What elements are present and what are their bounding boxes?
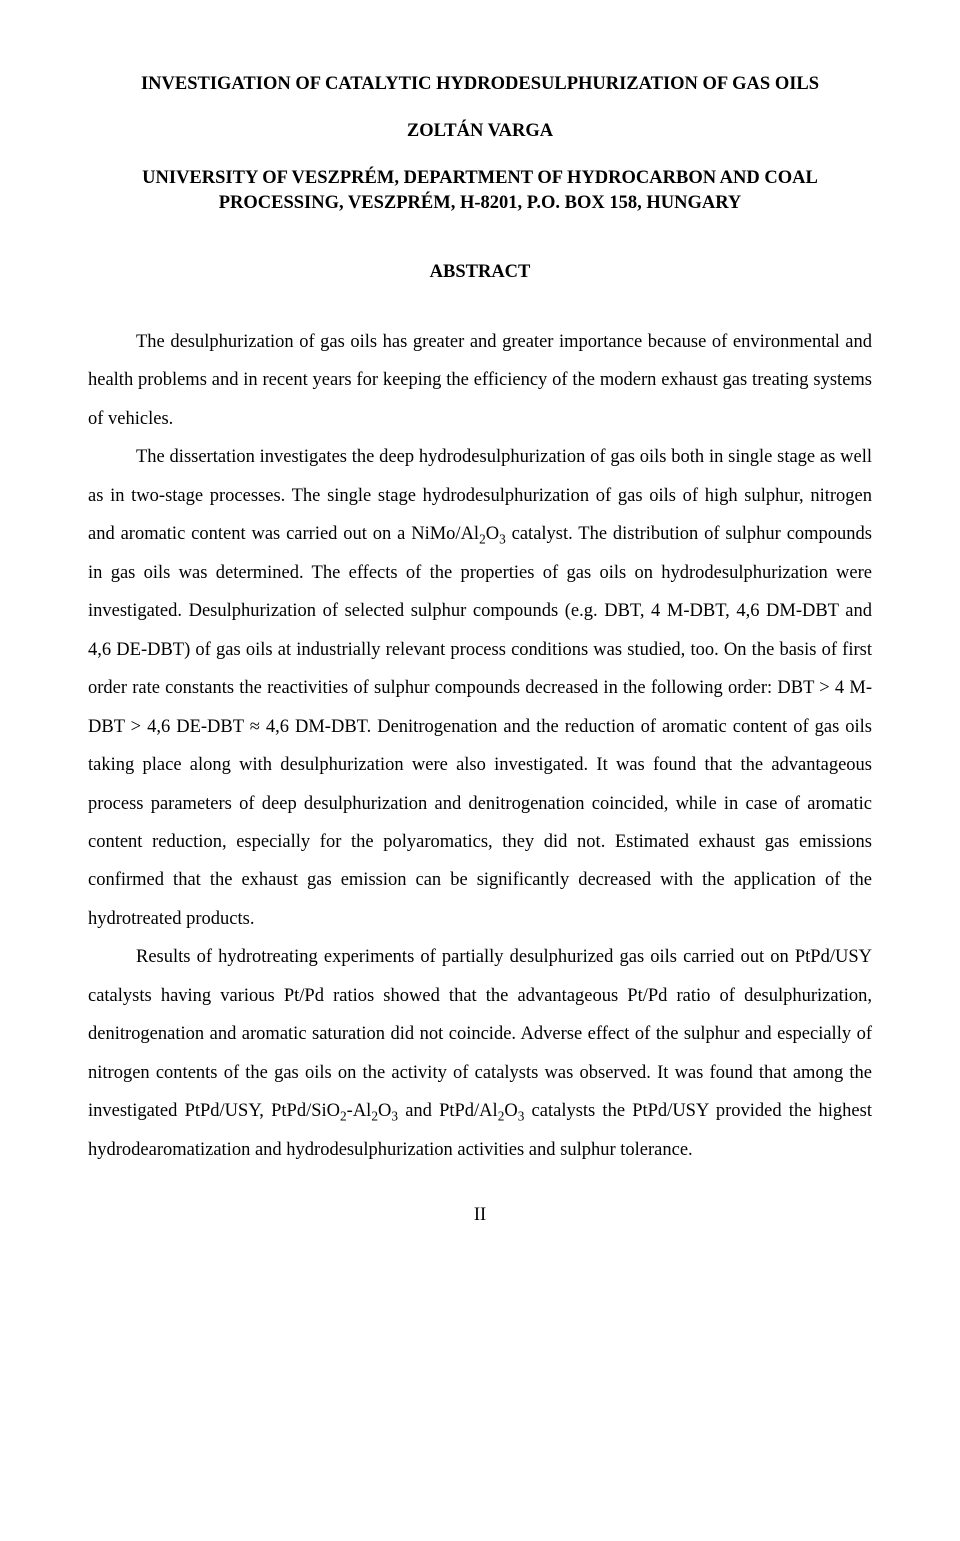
- paragraph-3: Results of hydrotreating experiments of …: [88, 938, 872, 1169]
- o-char: O: [378, 1101, 391, 1121]
- o-char: O: [504, 1101, 517, 1121]
- author-name: ZOLTÁN VARGA: [88, 121, 872, 142]
- p3-text-b: and PtPd/Al: [398, 1101, 498, 1121]
- p3-text-a: Results of hydrotreating experiments of …: [88, 947, 872, 1121]
- subscript-2: 2: [479, 532, 486, 547]
- subscript-2: 2: [371, 1109, 378, 1124]
- p2-text-b: catalyst. The distribution of sulphur co…: [88, 524, 872, 929]
- page-number: II: [88, 1205, 872, 1226]
- paragraph-1: The desulphurization of gas oils has gre…: [88, 323, 872, 438]
- affiliation: UNIVERSITY OF VESZPRÉM, DEPARTMENT OF HY…: [88, 166, 872, 216]
- dash-al: -Al: [347, 1101, 372, 1121]
- o-char: O: [486, 524, 499, 544]
- abstract-body: The desulphurization of gas oils has gre…: [88, 323, 872, 1169]
- subscript-2: 2: [340, 1109, 347, 1124]
- abstract-heading: ABSTRACT: [88, 262, 872, 283]
- paragraph-2: The dissertation investigates the deep h…: [88, 438, 872, 938]
- subscript-3: 3: [499, 532, 506, 547]
- document-title: INVESTIGATION OF CATALYTIC HYDRODESULPHU…: [88, 72, 872, 97]
